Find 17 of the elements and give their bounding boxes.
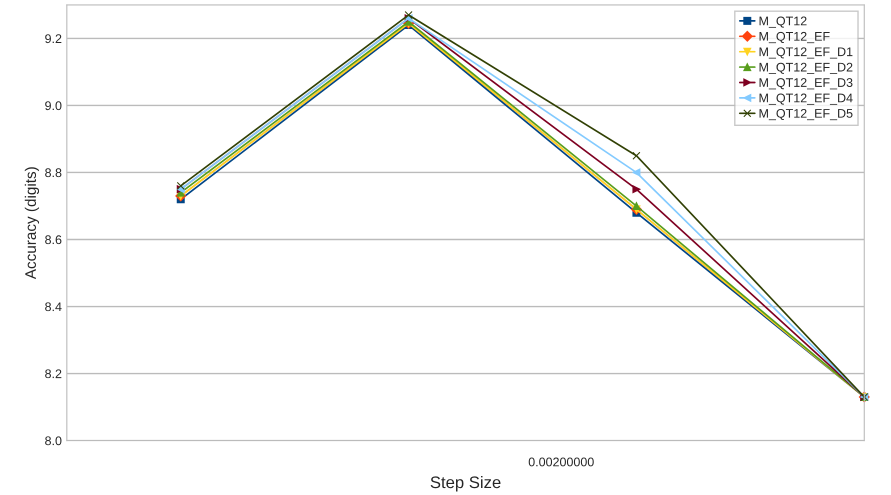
legend-label: M_QT12_EF_D2 xyxy=(760,62,852,74)
y-tick-label: 8.8 xyxy=(45,168,62,178)
y-tick-label: 8.2 xyxy=(45,369,62,378)
legend-label: M_QT12_EF_D1 xyxy=(760,47,852,59)
text: 0.00200000 xyxy=(528,458,594,466)
legend-label: M_QT12 xyxy=(760,16,807,28)
y-axis-title: Accuracy (digits) xyxy=(24,167,40,280)
y-tick-label: 8.0 xyxy=(45,436,62,446)
legend-label: M_QT12_EF xyxy=(760,32,830,44)
legend-label: M_QT12_EF_D5 xyxy=(760,108,852,120)
legend-label: M_QT12_EF_D4 xyxy=(760,94,853,105)
x-axis-title: Step Size xyxy=(430,476,500,492)
y-tick-label: 8.4 xyxy=(45,302,62,312)
y-tick-label: 9.2 xyxy=(45,34,62,44)
y-tick-label: 9.0 xyxy=(45,101,62,110)
y-tick-label: 8.6 xyxy=(45,235,62,244)
legend-label: M_QT12_EF_D3 xyxy=(760,78,852,90)
